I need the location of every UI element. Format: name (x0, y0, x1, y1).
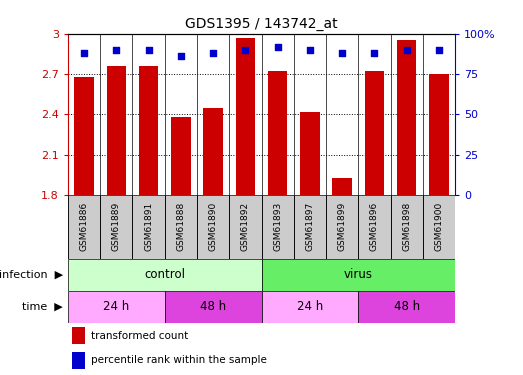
Bar (139, 66, 158, 195)
Text: GSM61898: GSM61898 (402, 202, 411, 252)
Text: GSM61899: GSM61899 (338, 202, 347, 252)
Point (338, 50, 346, 56)
Text: percentile rank within the sample: percentile rank within the sample (91, 355, 267, 365)
Text: GSM61900: GSM61900 (435, 202, 444, 252)
Bar (358, 291, 455, 322)
Bar (365, 71, 384, 195)
Text: infection  ▶: infection ▶ (0, 270, 63, 280)
Bar (68, 195, 100, 259)
Bar (74, 77, 94, 195)
Point (403, 47, 411, 53)
Point (177, 53, 185, 59)
Point (80, 50, 88, 56)
Point (435, 47, 443, 53)
Bar (72, 352, 85, 369)
Bar (268, 71, 287, 195)
Text: virus: virus (344, 268, 373, 281)
Point (209, 50, 218, 56)
Bar (333, 177, 352, 195)
Text: transformed count: transformed count (91, 331, 188, 340)
Text: GSM61890: GSM61890 (209, 202, 218, 252)
Text: 24 h: 24 h (297, 300, 323, 313)
Bar (236, 38, 255, 195)
Title: GDS1395 / 143742_at: GDS1395 / 143742_at (185, 17, 338, 32)
Bar (203, 108, 223, 195)
Bar (100, 195, 132, 259)
Bar (107, 66, 126, 195)
Text: GSM61893: GSM61893 (273, 202, 282, 252)
Bar (171, 117, 190, 195)
Point (274, 44, 282, 50)
Bar (262, 291, 358, 322)
Text: GSM61891: GSM61891 (144, 202, 153, 252)
Bar (165, 195, 197, 259)
Bar (397, 40, 416, 195)
Point (370, 50, 379, 56)
Text: time  ▶: time ▶ (22, 302, 63, 312)
Bar (300, 112, 320, 195)
Text: 48 h: 48 h (394, 300, 419, 313)
Bar (326, 195, 358, 259)
Bar (391, 195, 423, 259)
Text: GSM61888: GSM61888 (176, 202, 185, 252)
Bar (423, 195, 455, 259)
Bar (68, 291, 165, 322)
Text: GSM61896: GSM61896 (370, 202, 379, 252)
Bar (229, 195, 262, 259)
Bar (72, 327, 85, 344)
Bar (165, 291, 262, 322)
Bar (262, 259, 455, 291)
Bar (429, 74, 449, 195)
Text: GSM61886: GSM61886 (79, 202, 88, 252)
Bar (132, 195, 165, 259)
Bar (358, 195, 391, 259)
Bar (68, 259, 262, 291)
Text: GSM61892: GSM61892 (241, 202, 250, 251)
Text: control: control (144, 268, 185, 281)
Bar (294, 195, 326, 259)
Point (144, 47, 153, 53)
Text: GSM61889: GSM61889 (112, 202, 121, 252)
Point (305, 47, 314, 53)
Point (241, 47, 249, 53)
Point (112, 47, 120, 53)
Text: 48 h: 48 h (200, 300, 226, 313)
Text: 24 h: 24 h (103, 300, 130, 313)
Text: GSM61897: GSM61897 (305, 202, 314, 252)
Bar (197, 195, 229, 259)
Bar (262, 195, 294, 259)
